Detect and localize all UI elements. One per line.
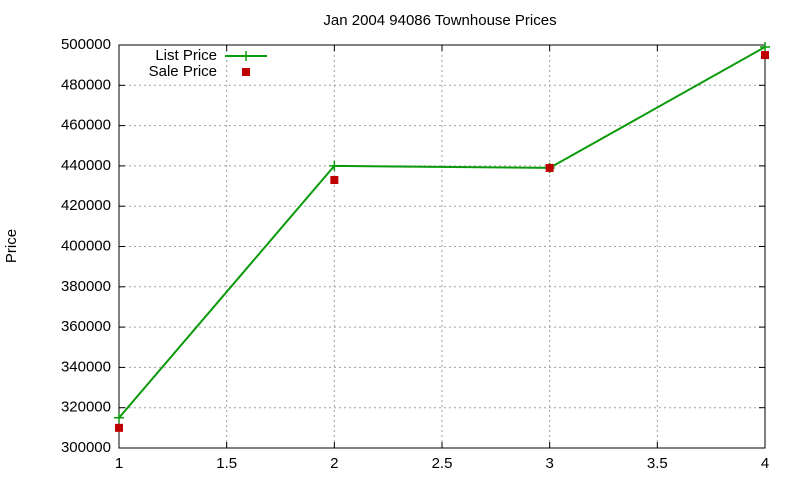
- y-tick-label: 480000: [61, 76, 111, 93]
- x-tick-label: 1: [115, 455, 123, 472]
- legend-label: Sale Price: [149, 63, 217, 80]
- y-tick-label: 440000: [61, 157, 111, 174]
- x-tick-label: 3: [545, 455, 553, 472]
- y-tick-label: 380000: [61, 278, 111, 295]
- x-tick-label: 2.5: [432, 455, 453, 472]
- series-line: [118, 46, 766, 419]
- x-tick-label: 3.5: [647, 455, 668, 472]
- chart-title: Jan 2004 94086 Townhouse Prices: [323, 12, 556, 29]
- point: [760, 42, 770, 53]
- point: [545, 163, 554, 172]
- x-tick-label: 4: [761, 455, 769, 472]
- y-axis-label: Price: [3, 229, 20, 263]
- point: [241, 51, 251, 61]
- plot-border: [118, 44, 766, 449]
- point: [761, 51, 769, 60]
- point: [330, 176, 339, 185]
- y-tick-label: 360000: [61, 318, 111, 335]
- x-tick-label: 2: [330, 455, 338, 472]
- y-tick-label: 460000: [61, 117, 111, 134]
- point: [242, 68, 250, 76]
- y-tick-label: 320000: [61, 399, 111, 416]
- legend-label: List Price: [155, 47, 217, 64]
- y-tick-label: 500000: [61, 36, 111, 53]
- y-tick-label: 300000: [61, 439, 111, 456]
- y-tick-label: 420000: [61, 197, 111, 214]
- point: [115, 423, 123, 432]
- x-tick-label: 1.5: [216, 455, 237, 472]
- y-tick-label: 400000: [61, 237, 111, 254]
- point: [329, 160, 340, 171]
- y-tick-label: 340000: [61, 358, 111, 375]
- point: [114, 412, 124, 423]
